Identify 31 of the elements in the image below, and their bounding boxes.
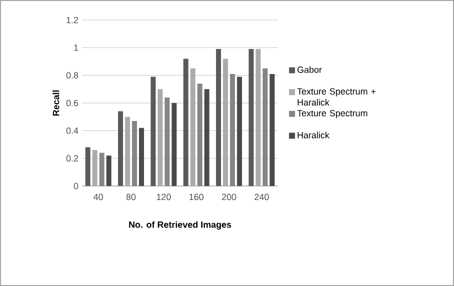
y-tick-label: 0 xyxy=(74,182,78,190)
bar xyxy=(118,111,124,186)
y-tick-label: 1.2 xyxy=(66,16,78,24)
legend-label: Haralick xyxy=(298,132,330,138)
bar xyxy=(236,76,242,186)
bar xyxy=(270,74,275,186)
bar xyxy=(216,49,222,186)
y-tick-label: 0.2 xyxy=(66,155,78,162)
x-tick-label: 80 xyxy=(126,194,136,200)
y-tick-label: 0.4 xyxy=(66,127,78,134)
bar xyxy=(204,89,210,186)
x-tick-label: 240 xyxy=(254,194,269,200)
y-tick-label: 0.6 xyxy=(66,100,78,106)
y-tick-label: 1 xyxy=(74,44,78,51)
bar xyxy=(150,76,156,186)
bar xyxy=(85,147,90,186)
bar xyxy=(172,102,177,186)
legend-label: Gabor xyxy=(297,66,322,73)
x-tick-label: 40 xyxy=(94,194,103,200)
x-axis-title: No. of Retrieved Images xyxy=(129,221,232,230)
y-axis-title: Recall xyxy=(52,90,60,116)
legend-label: Texture Spectrum xyxy=(297,110,368,118)
legend-label: Texture Spectrum + Haralick xyxy=(297,88,376,106)
x-tick-label: 120 xyxy=(156,194,171,200)
x-tick-label: 160 xyxy=(190,194,204,200)
bar xyxy=(183,58,188,186)
y-tick-label: 0.8 xyxy=(66,72,78,79)
bar xyxy=(248,49,254,186)
x-tick-label: 200 xyxy=(222,194,236,200)
bar xyxy=(138,128,144,186)
bar xyxy=(106,156,112,186)
